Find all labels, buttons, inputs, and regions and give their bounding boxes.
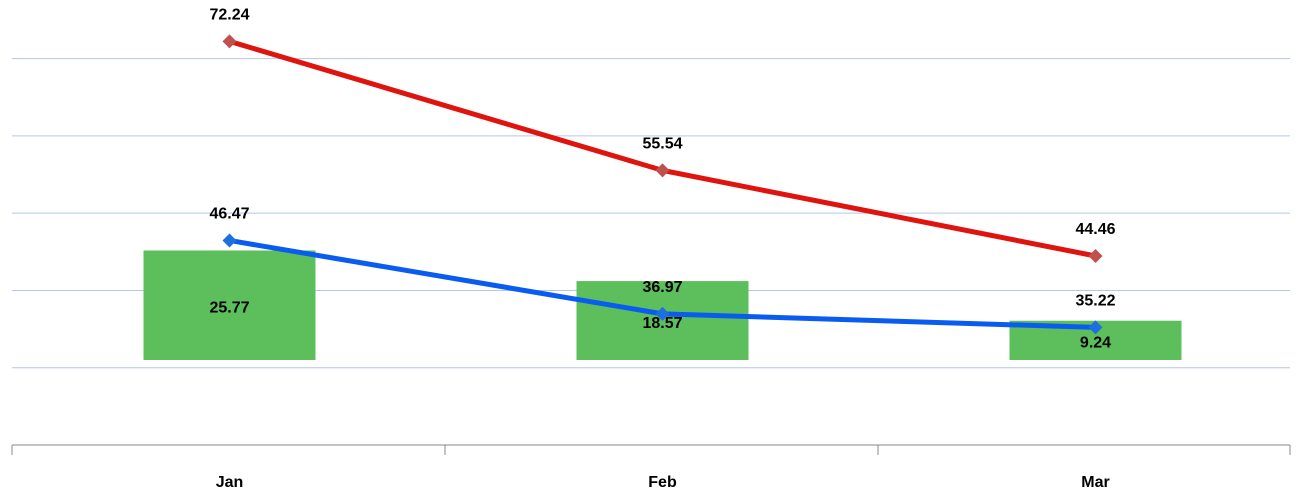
x-tick-label: Mar [1081, 474, 1109, 491]
data-label: 46.47 [209, 206, 249, 223]
bar [143, 250, 316, 360]
marker [222, 34, 237, 49]
data-label: 18.57 [642, 315, 682, 332]
marker [655, 163, 670, 178]
data-label: 44.46 [1075, 221, 1115, 238]
data-label: 36.97 [642, 279, 682, 296]
marker [222, 233, 237, 248]
data-label: 72.24 [209, 7, 249, 24]
data-label: 9.24 [1080, 335, 1111, 352]
x-tick-label: Feb [648, 474, 677, 491]
data-label: 25.77 [209, 299, 249, 316]
marker [1088, 248, 1103, 263]
data-label: 35.22 [1075, 293, 1115, 310]
data-label: 55.54 [642, 136, 682, 153]
marker [1088, 320, 1103, 335]
marker [655, 306, 670, 321]
x-tick-label: Jan [216, 474, 244, 491]
